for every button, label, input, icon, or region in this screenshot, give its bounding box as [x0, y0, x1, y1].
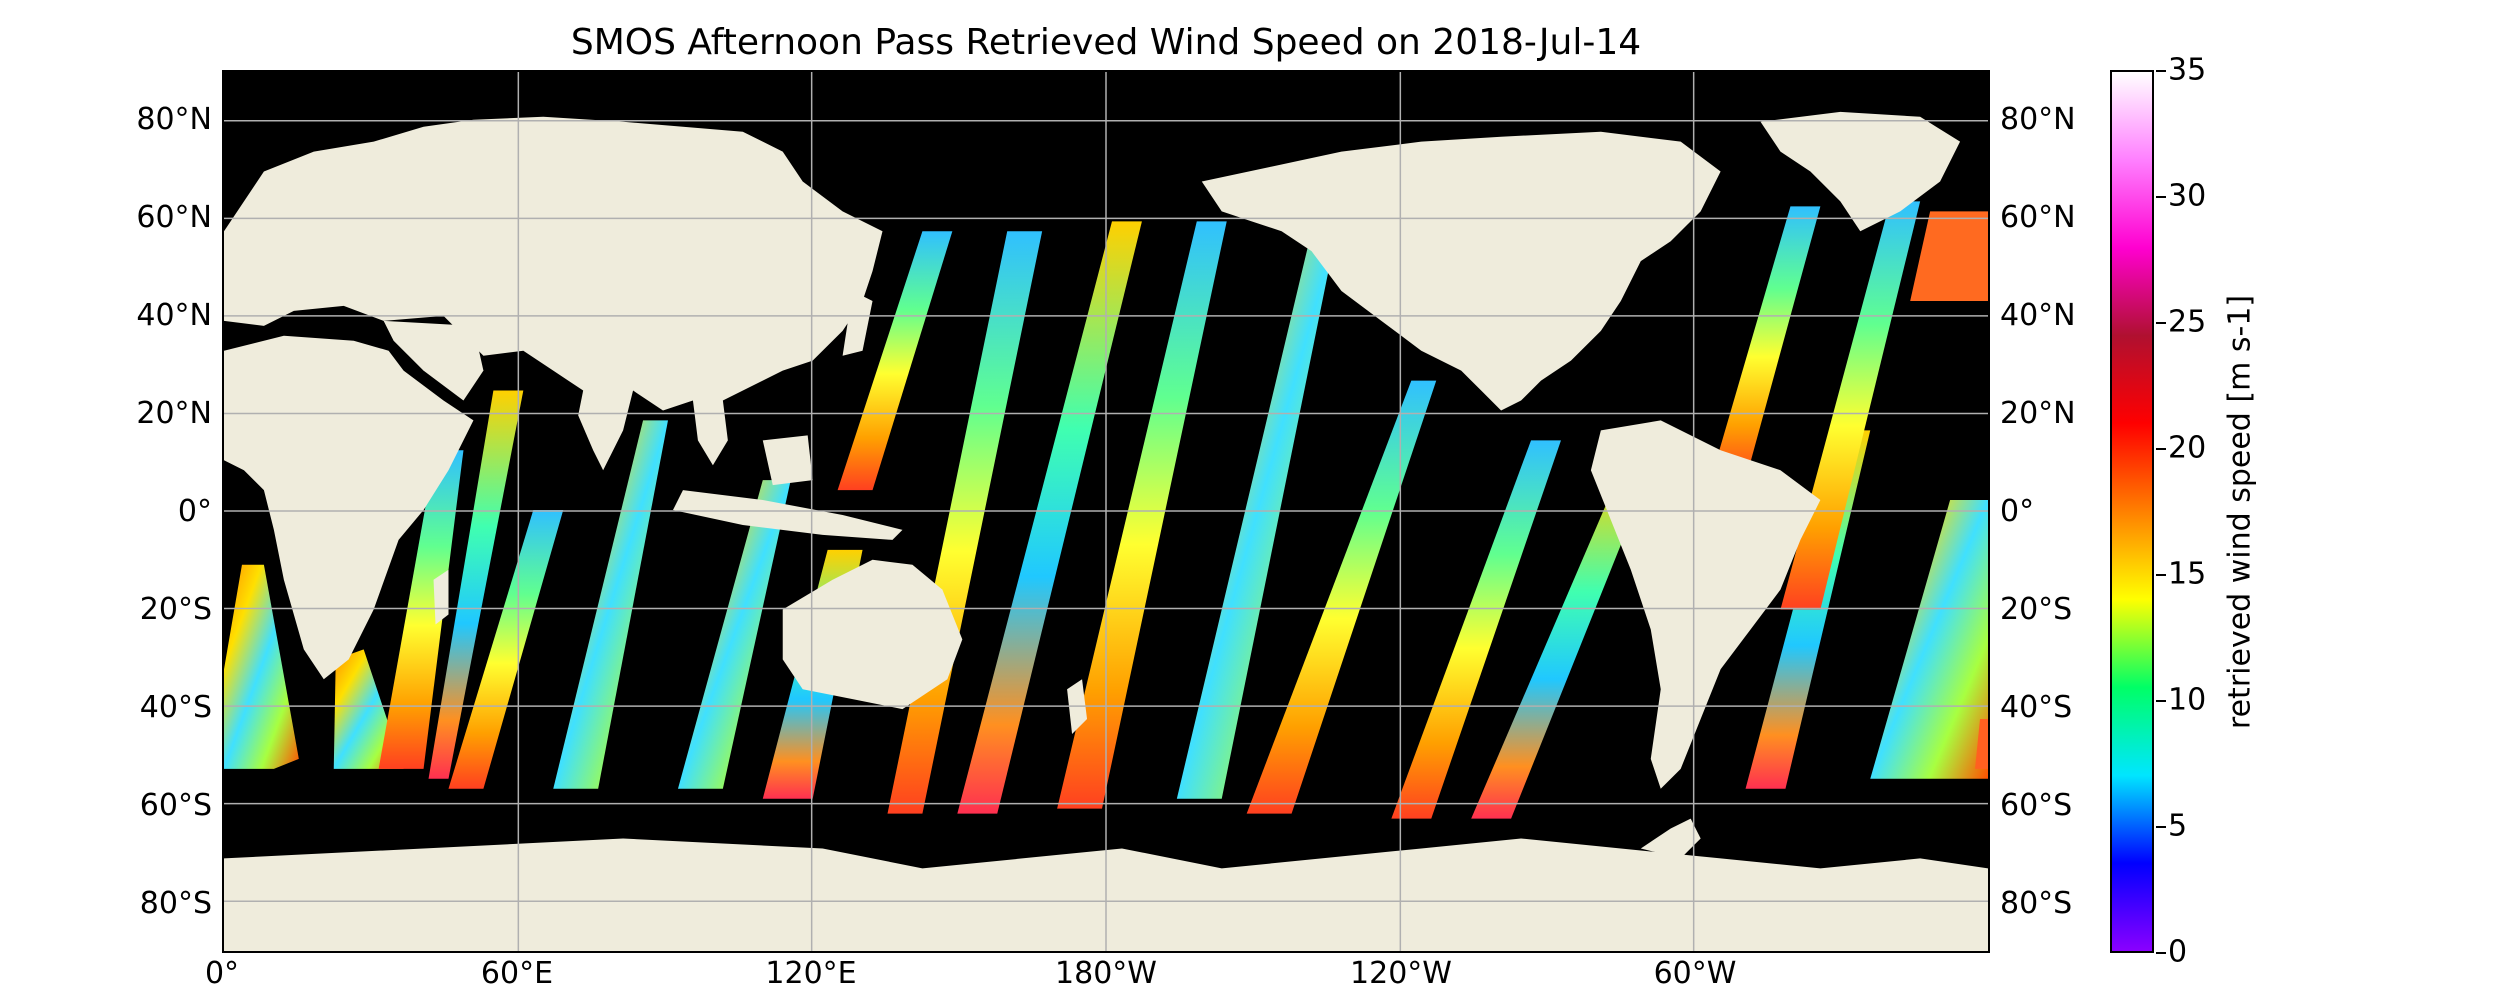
colorbar-tick	[2156, 700, 2166, 702]
land-south-america	[1590, 420, 1821, 789]
land-india-peninsula	[578, 390, 634, 471]
swath	[1391, 440, 1561, 819]
lat-label-right: 80°N	[2000, 102, 2076, 137]
wind-speed-map	[224, 72, 1988, 951]
land-japan	[842, 291, 873, 356]
land-group	[224, 111, 1988, 951]
lat-label-right: 20°S	[2000, 592, 2073, 627]
land-africa	[224, 335, 474, 680]
swath	[224, 564, 299, 769]
colorbar-tick	[2156, 196, 2166, 198]
swath	[378, 450, 464, 769]
land-indochina	[692, 400, 728, 466]
lat-label-right: 40°N	[2000, 298, 2076, 333]
lat-label-right: 20°N	[2000, 396, 2076, 431]
lon-label: 60°W	[1653, 956, 1737, 991]
lat-label-left: 20°S	[139, 592, 212, 627]
map-panel[interactable]	[222, 70, 1990, 953]
land-madagascar	[433, 569, 449, 625]
swath	[1176, 231, 1337, 799]
lat-label-right: 80°S	[2000, 886, 2073, 921]
swath	[1870, 500, 1988, 779]
colorbar-tick-label: 25	[2168, 304, 2207, 340]
colorbar-tick	[2156, 322, 2166, 324]
land-australia	[782, 559, 963, 710]
colorbar-tick	[2156, 952, 2166, 954]
colorbar-tick-label: 10	[2168, 682, 2207, 718]
swath	[957, 221, 1142, 814]
swath	[1057, 221, 1227, 809]
colorbar-tick-label: 35	[2168, 52, 2207, 88]
swath	[428, 390, 524, 779]
lon-label: 120°W	[1350, 956, 1452, 991]
lat-label-left: 0°	[177, 494, 212, 529]
colorbar-title: retrieved wind speed [m s-1]	[2222, 294, 2258, 730]
lat-label-left: 80°N	[136, 102, 212, 137]
lat-label-right: 40°S	[2000, 690, 2073, 725]
lat-label-left: 60°S	[139, 788, 212, 823]
land-eurasia	[224, 116, 883, 411]
lat-label-right: 60°S	[2000, 788, 2073, 823]
lat-label-left: 40°S	[139, 690, 212, 725]
land-borneo	[762, 435, 813, 486]
colorbar-tick	[2156, 574, 2166, 576]
colorbar-tick	[2156, 448, 2166, 450]
lat-label-left: 20°N	[136, 396, 212, 431]
lon-label: 60°E	[480, 956, 554, 991]
map-title: SMOS Afternoon Pass Retrieved Wind Speed…	[570, 22, 1642, 63]
lat-label-left: 40°N	[136, 298, 212, 333]
graticule	[224, 72, 1988, 951]
colorbar-tick-label: 30	[2168, 178, 2207, 214]
swath	[448, 510, 564, 789]
colorbar-tick-label: 0	[2168, 934, 2188, 970]
lon-label: 120°E	[765, 956, 857, 991]
colorbar-tick-label: 20	[2168, 430, 2207, 466]
swath	[1975, 719, 1988, 769]
lat-label-right: 0°	[2000, 494, 2035, 529]
colorbar-tick-label: 5	[2168, 808, 2188, 844]
land-antarctic-peninsula	[1640, 818, 1701, 859]
swath	[1910, 211, 1988, 301]
lat-label-left: 80°S	[139, 886, 212, 921]
swath	[1471, 470, 1651, 819]
lat-label-left: 60°N	[136, 200, 212, 235]
land-india	[383, 320, 484, 401]
land-greenland	[1760, 111, 1961, 232]
colorbar-tick	[2156, 826, 2166, 828]
swath-group	[224, 201, 1988, 819]
lon-label: 0°	[204, 956, 240, 991]
land-north-america	[1201, 131, 1721, 411]
lon-label: 180°W	[1055, 956, 1157, 991]
land-indonesia	[672, 490, 903, 540]
lat-label-right: 60°N	[2000, 200, 2076, 235]
colorbar-tick	[2156, 70, 2166, 72]
colorbar	[2110, 70, 2154, 953]
colorbar-tick-label: 15	[2168, 556, 2207, 592]
swath	[1710, 206, 1821, 481]
swath	[677, 480, 791, 789]
swath	[837, 231, 953, 491]
swath	[553, 420, 668, 789]
